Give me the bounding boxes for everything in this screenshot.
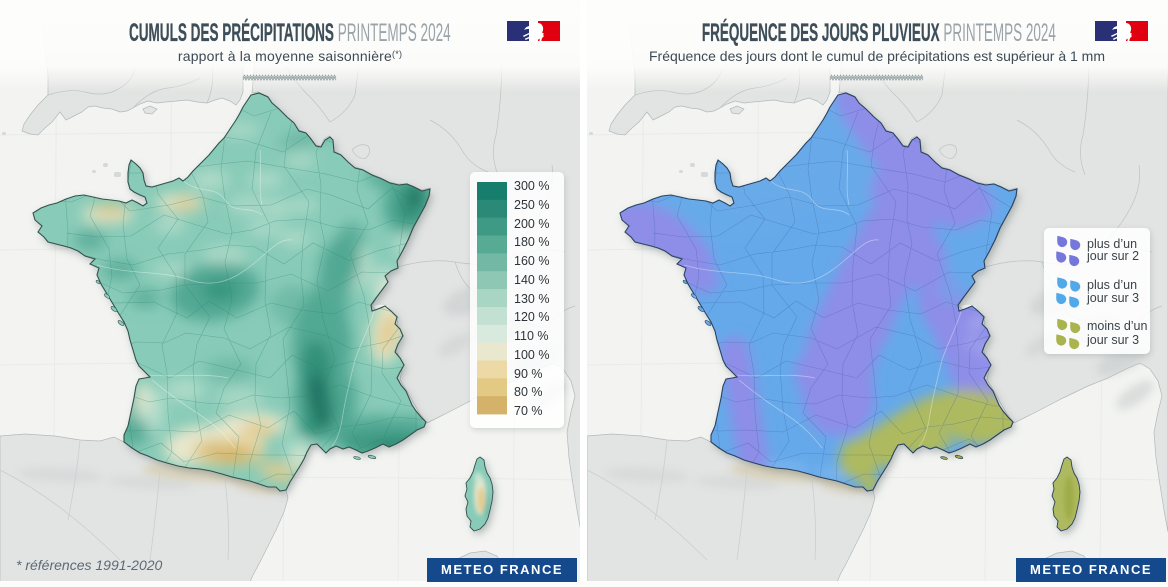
svg-text:jour sur 2: jour sur 2 <box>1086 249 1139 263</box>
svg-text:80 %: 80 % <box>514 385 543 399</box>
svg-text:200 %: 200 % <box>514 217 549 231</box>
svg-text:300 %: 300 % <box>514 179 549 193</box>
svg-text:160 %: 160 % <box>514 254 549 268</box>
svg-text:70 %: 70 % <box>514 404 543 418</box>
svg-text:jour sur 3: jour sur 3 <box>1086 291 1139 305</box>
svg-text:140 %: 140 % <box>514 273 549 287</box>
svg-text:jour sur 3: jour sur 3 <box>1086 333 1139 347</box>
svg-text:130 %: 130 % <box>514 292 549 306</box>
svg-text:180 %: 180 % <box>514 235 549 249</box>
svg-text:100 %: 100 % <box>514 348 549 362</box>
svg-text:120 %: 120 % <box>514 310 549 324</box>
svg-text:plus d’un: plus d’un <box>1087 278 1137 292</box>
svg-text:90 %: 90 % <box>514 367 543 381</box>
svg-text:110 %: 110 % <box>514 329 549 343</box>
svg-text:plus d’un: plus d’un <box>1087 237 1137 251</box>
svg-text:moins d’un: moins d’un <box>1087 319 1147 333</box>
svg-text:250 %: 250 % <box>514 198 549 212</box>
